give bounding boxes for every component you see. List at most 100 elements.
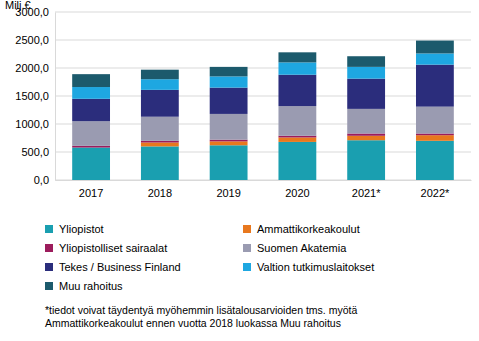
bar-segment [278, 137, 316, 141]
bar-segment [72, 148, 110, 180]
bar-segment [141, 141, 179, 143]
legend-label: Valtion tutkimuslaitokset [257, 261, 374, 273]
y-tick: 2500,0 [15, 34, 55, 46]
bar-segment [210, 76, 248, 87]
bar-segment [347, 67, 385, 79]
legend-label: Yliopistolliset sairaalat [59, 242, 167, 254]
bar-segment [416, 53, 454, 64]
bar-segment [72, 74, 110, 87]
x-axis: 2017 2018 2019 2020 2021* 2022* [56, 180, 472, 199]
bar-segment [278, 136, 316, 138]
legend: Yliopistot Ammattikorkeakoulut Yliopistoll… [45, 223, 374, 292]
bar-series [72, 53, 454, 98]
bar-series [72, 134, 454, 148]
bar-segment [141, 70, 179, 80]
bar-segment [416, 41, 454, 54]
y-tick-label: 1500,0 [15, 90, 49, 102]
bar-segment [278, 75, 316, 106]
legend-swatch [243, 225, 251, 233]
legend-item: Suomen Akatemia [243, 242, 347, 254]
bar-series [141, 135, 454, 146]
grid-line [55, 68, 471, 69]
bar-segment [347, 134, 385, 136]
legend-item: Muu rahoitus [45, 280, 123, 292]
x-tick: 2018 [148, 180, 172, 199]
bar-segment [210, 114, 248, 140]
y-tick-label: 2000,0 [15, 62, 49, 74]
x-tick-label: 2021* [352, 187, 381, 199]
bar-series [72, 41, 454, 87]
bar-segment [347, 136, 385, 140]
bar-segment [210, 140, 248, 142]
bar-segment [141, 142, 179, 146]
x-tick-label: 2022* [421, 187, 450, 199]
x-tick: 2022* [421, 180, 450, 199]
grid-line [55, 124, 471, 125]
y-tick: 1500,0 [15, 90, 55, 102]
bar-segment [416, 141, 454, 180]
footnotes: *tiedot voivat täydentyä myöhemmin lisät… [45, 304, 357, 329]
footnote: Ammattikorkeakoulut ennen vuotta 2018 lu… [45, 317, 341, 329]
bar-segment [210, 67, 248, 77]
x-tick: 2021* [352, 180, 381, 199]
x-tick-label: 2019 [216, 187, 240, 199]
bar-segment [278, 142, 316, 180]
bar-segment [278, 52, 316, 62]
bar-segment [347, 56, 385, 67]
bar-segment [347, 140, 385, 180]
legend-swatch [243, 244, 251, 252]
y-axis: 0,0500,01000,01500,02000,02500,03000,0 [15, 6, 55, 186]
bar-segment [278, 106, 316, 136]
y-tick-label: 1000,0 [15, 118, 49, 130]
bar-series [72, 65, 454, 122]
y-tick: 2000,0 [15, 62, 55, 74]
bar-segment [347, 79, 385, 109]
x-axis-line [56, 180, 472, 181]
legend-item: Ammattikorkeakoulut [243, 223, 360, 235]
legend-item: Valtion tutkimuslaitokset [243, 261, 374, 273]
legend-item: Yliopistot [45, 223, 104, 235]
bar-segment [72, 146, 110, 148]
footnote: *tiedot voivat täydentyä myöhemmin lisät… [45, 304, 357, 316]
legend-label: Yliopistot [59, 223, 104, 235]
y-tick-label: 2500,0 [15, 34, 49, 46]
y-tick: 0,0 [34, 174, 55, 186]
chart: 0,0500,01000,01500,02000,02500,03000,0Mi… [0, 0, 479, 341]
x-tick-label: 2017 [79, 187, 103, 199]
bar-segment [416, 107, 454, 134]
x-tick: 2017 [79, 180, 103, 199]
y-tick: 500,0 [21, 146, 55, 158]
bar-segment [141, 79, 179, 90]
grid [55, 12, 471, 180]
bar-segment [141, 117, 179, 141]
y-axis-title: Milj.€ [5, 0, 31, 11]
bar-segment [347, 109, 385, 134]
x-tick: 2019 [216, 180, 240, 199]
legend-item: Yliopistolliset sairaalat [45, 242, 167, 254]
legend-swatch [45, 225, 53, 233]
bar-segment [416, 65, 454, 107]
bar-series [72, 106, 454, 146]
y-tick-label: 0,0 [34, 174, 49, 186]
legend-swatch [45, 282, 53, 290]
bar-segment [416, 135, 454, 141]
bar-segment [72, 121, 110, 146]
bars [72, 41, 454, 180]
grid-line [55, 40, 471, 41]
x-tick: 2020 [285, 180, 309, 199]
bar-segment [141, 146, 179, 180]
grid-line [55, 180, 471, 181]
y-axis-line [55, 13, 56, 181]
bar-segment [141, 90, 179, 117]
grid-line [55, 152, 471, 153]
legend-swatch [45, 244, 53, 252]
bar-segment [210, 88, 248, 114]
bar-segment [72, 87, 110, 99]
bar-segment [72, 99, 110, 121]
legend-label: Ammattikorkeakoulut [257, 223, 360, 235]
legend-item: Tekes / Business Finland [45, 261, 181, 273]
bar-segment [416, 134, 454, 136]
legend-swatch [45, 263, 53, 271]
bar-series [72, 140, 454, 180]
y-tick: 1000,0 [15, 118, 55, 130]
